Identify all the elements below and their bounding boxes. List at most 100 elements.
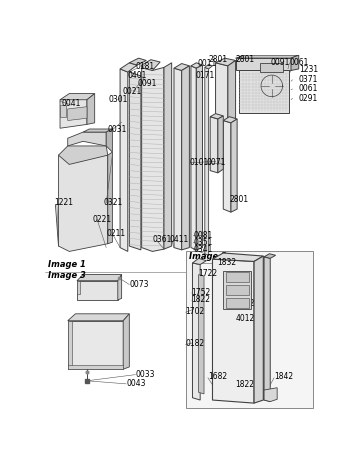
Polygon shape	[123, 314, 129, 369]
Text: 0091: 0091	[137, 79, 157, 88]
Text: 1702: 1702	[186, 307, 205, 316]
Polygon shape	[77, 281, 80, 294]
Text: 0182: 0182	[186, 339, 205, 348]
Polygon shape	[77, 281, 118, 300]
Text: 0073: 0073	[129, 280, 149, 289]
Text: 0411: 0411	[169, 235, 189, 244]
Text: 1682: 1682	[208, 372, 227, 381]
Polygon shape	[68, 321, 72, 369]
Text: 0321: 0321	[103, 198, 122, 207]
Text: 0171: 0171	[196, 71, 215, 79]
Polygon shape	[142, 60, 160, 71]
Polygon shape	[120, 69, 128, 252]
Text: Image 3: Image 3	[48, 271, 86, 280]
Polygon shape	[226, 297, 248, 308]
Polygon shape	[68, 314, 129, 321]
Text: 0071: 0071	[206, 158, 226, 168]
Text: 4002: 4002	[236, 299, 255, 308]
Polygon shape	[236, 55, 299, 58]
Polygon shape	[260, 63, 284, 72]
Polygon shape	[129, 58, 146, 65]
Polygon shape	[231, 119, 237, 212]
Polygon shape	[191, 63, 202, 68]
Polygon shape	[226, 285, 248, 295]
Polygon shape	[199, 274, 204, 394]
Text: 0341: 0341	[193, 245, 212, 254]
Polygon shape	[191, 66, 196, 250]
Polygon shape	[223, 121, 231, 212]
Text: 0061: 0061	[299, 84, 318, 94]
Polygon shape	[174, 63, 189, 71]
Text: 0401: 0401	[127, 71, 147, 79]
Text: 1832: 1832	[217, 257, 236, 267]
Text: 0021: 0021	[123, 87, 142, 96]
Polygon shape	[83, 129, 112, 132]
Polygon shape	[60, 94, 94, 100]
Polygon shape	[216, 58, 236, 66]
Text: 0091: 0091	[270, 58, 289, 67]
Polygon shape	[108, 152, 112, 244]
Text: 0043: 0043	[126, 380, 146, 388]
Text: 0301: 0301	[108, 95, 127, 104]
Text: 0291: 0291	[299, 94, 318, 103]
Polygon shape	[174, 68, 182, 250]
Polygon shape	[68, 132, 106, 146]
Polygon shape	[120, 63, 137, 72]
Text: 0061: 0061	[289, 58, 309, 67]
Polygon shape	[87, 94, 94, 124]
Text: 0371: 0371	[299, 75, 318, 84]
Polygon shape	[196, 65, 202, 250]
Polygon shape	[239, 71, 289, 113]
Text: 0361: 0361	[153, 235, 172, 244]
Text: 0211: 0211	[106, 229, 125, 238]
Polygon shape	[182, 66, 189, 250]
Polygon shape	[68, 106, 87, 121]
Text: 0041: 0041	[62, 99, 81, 108]
Polygon shape	[216, 63, 228, 123]
Polygon shape	[218, 116, 223, 173]
Polygon shape	[264, 388, 277, 402]
Polygon shape	[129, 72, 141, 250]
Polygon shape	[264, 257, 270, 402]
Text: 0081: 0081	[193, 231, 212, 240]
Polygon shape	[60, 97, 87, 128]
Polygon shape	[205, 64, 212, 69]
Polygon shape	[212, 253, 263, 262]
Text: 2801: 2801	[230, 196, 248, 204]
Text: 1221: 1221	[54, 198, 73, 207]
Text: 0221: 0221	[92, 215, 112, 224]
Polygon shape	[205, 67, 209, 255]
Text: 1842: 1842	[274, 372, 293, 381]
Polygon shape	[212, 259, 254, 403]
Text: 0033: 0033	[135, 370, 155, 379]
Text: 0351: 0351	[193, 238, 212, 246]
Text: 0011: 0011	[197, 59, 216, 68]
Polygon shape	[223, 117, 237, 123]
Polygon shape	[60, 105, 66, 117]
Polygon shape	[164, 63, 172, 249]
Polygon shape	[291, 55, 299, 71]
Polygon shape	[193, 263, 200, 400]
Text: 2801: 2801	[209, 55, 228, 64]
Text: 0101: 0101	[189, 158, 209, 168]
Polygon shape	[106, 129, 112, 152]
Polygon shape	[68, 321, 123, 369]
Polygon shape	[193, 258, 206, 264]
Text: 2801: 2801	[236, 55, 255, 64]
Polygon shape	[223, 271, 251, 309]
Text: 0031: 0031	[108, 125, 127, 134]
Polygon shape	[77, 274, 122, 281]
Polygon shape	[210, 117, 218, 173]
Text: 1822: 1822	[236, 380, 254, 389]
Polygon shape	[58, 155, 108, 252]
Polygon shape	[210, 113, 223, 119]
Bar	[186, 251, 313, 408]
Polygon shape	[68, 364, 123, 369]
Text: Image 2: Image 2	[189, 252, 227, 261]
Text: 1822: 1822	[192, 296, 211, 304]
Polygon shape	[58, 146, 108, 164]
Text: 1722: 1722	[199, 269, 218, 278]
Text: 1752: 1752	[192, 288, 211, 297]
Polygon shape	[228, 61, 236, 123]
Text: 1231: 1231	[299, 65, 318, 74]
